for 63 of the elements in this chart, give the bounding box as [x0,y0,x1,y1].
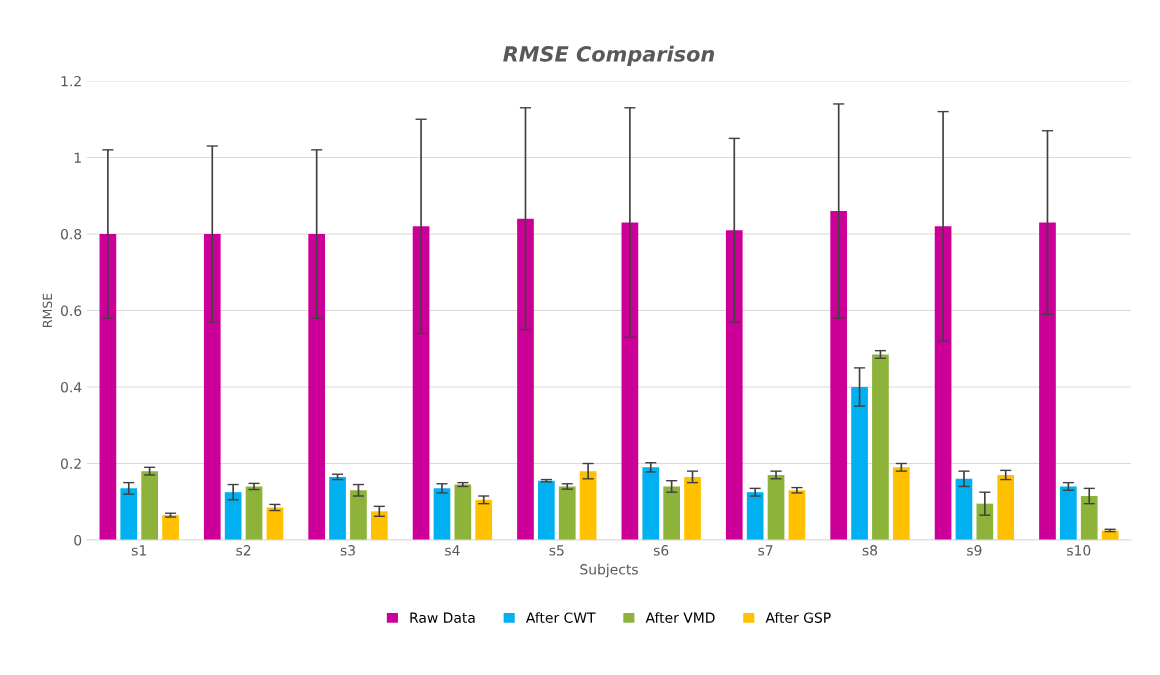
bar [266,507,284,540]
x-tick-label: s4 [445,545,460,556]
x-tick-label: s5 [549,545,564,556]
bar [329,476,346,540]
bar [475,499,493,540]
legend-label: After VMD [645,612,715,623]
bar [892,467,910,540]
y-tick-label: 1.2 [61,75,81,87]
bar [454,484,472,540]
bar [1060,486,1077,540]
y-tick-label: 0.4 [60,381,82,393]
bar [663,486,680,540]
x-tick-label: s10 [1067,545,1091,556]
chart-title: RMSE Comparison [503,45,715,66]
bar [162,515,179,540]
x-tick-label: s2 [236,545,251,556]
bar [370,511,388,540]
x-tick-label: s7 [758,545,773,556]
y-tick-label: 0.2 [60,458,81,469]
bar [851,387,868,540]
bar [725,230,743,540]
bar [997,474,1015,540]
legend-label: After GSP [765,612,831,623]
y-tick-label: 0.6 [60,305,82,316]
bar [1039,222,1056,540]
bar [517,218,534,540]
bar [955,478,973,540]
x-tick-label: s1 [131,545,146,556]
bar [746,492,764,540]
x-tick-label: s8 [862,545,878,556]
bar [141,471,158,540]
x-tick-label: s9 [967,545,982,556]
bar [203,234,221,540]
bar [642,467,660,540]
bar [558,486,576,540]
bar [830,211,848,540]
y-tick-label: 0.8 [60,228,82,240]
x-tick-label: s3 [340,545,355,556]
bar [621,222,639,540]
bar [684,476,701,540]
bar [412,226,430,540]
bar [99,234,117,540]
bar [245,486,263,540]
bar [433,488,451,540]
bar [350,490,367,540]
bar [788,490,806,540]
legend-label: After CWT [525,612,596,623]
x-tick-label: s6 [653,545,669,556]
bar [1080,496,1098,540]
bar [579,471,597,540]
y-tick-label: 0 [74,534,82,546]
bar [976,503,994,540]
legend-label: Raw Data [410,612,475,623]
bar [308,234,326,540]
bar [872,354,889,540]
bar [224,492,242,540]
bar [120,488,138,540]
bar [538,480,555,540]
bar [767,474,785,540]
x-axis-title: Subjects [580,563,638,578]
bar [934,226,952,540]
y-tick-label: 1 [74,152,81,163]
y-axis-title: RMSE [42,293,53,327]
